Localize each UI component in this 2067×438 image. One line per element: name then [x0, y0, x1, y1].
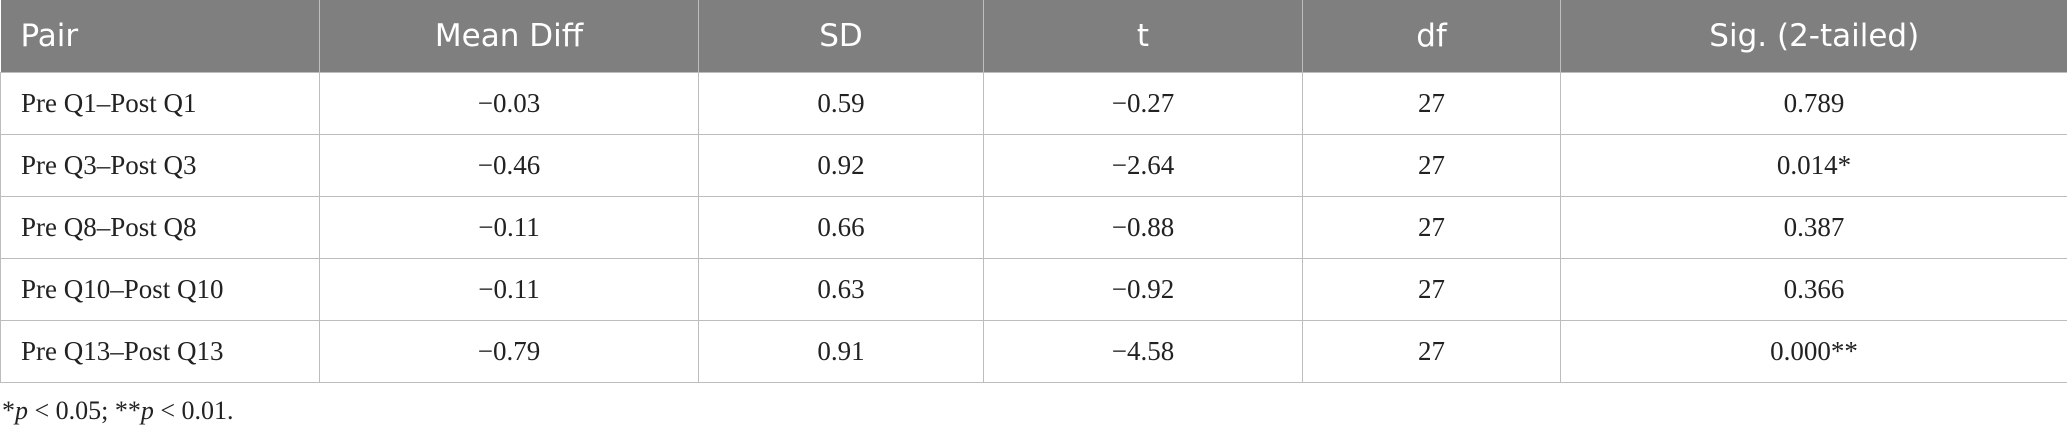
table-cell: −0.03: [319, 72, 699, 135]
table-cell: 27: [1302, 72, 1561, 135]
table-body: Pre Q1–Post Q1 −0.03 0.59 −0.27 27 0.789 Pre Q…: [0, 72, 2067, 383]
table-cell: Pre Q10–Post Q10: [0, 258, 320, 321]
table-cell: −0.79: [319, 320, 699, 383]
table-cell: 0.789: [1560, 72, 2067, 135]
results-table: Pair Mean Diff SD t df Sig. (2-tailed) Pre Q1…: [0, 0, 2067, 383]
table-cell: 0.92: [698, 134, 984, 197]
column-header: df: [1302, 0, 1561, 73]
table-cell: −0.88: [983, 196, 1303, 259]
footnote: *p < 0.05; **p < 0.01.: [2, 396, 234, 426]
table-cell: 0.014*: [1560, 134, 2067, 197]
table-cell: −2.64: [983, 134, 1303, 197]
table-row: Pre Q13–Post Q13 −0.79 0.91 −4.58 27 0.000**: [0, 320, 2067, 383]
table-cell: −0.46: [319, 134, 699, 197]
column-header: Pair: [0, 0, 320, 73]
footnote-part: p: [15, 396, 28, 425]
table-cell: Pre Q8–Post Q8: [0, 196, 320, 259]
table-cell: 27: [1302, 196, 1561, 259]
table-cell: Pre Q3–Post Q3: [0, 134, 320, 197]
table-cell: −0.11: [319, 258, 699, 321]
table-row: Pre Q3–Post Q3 −0.46 0.92 −2.64 27 0.014*: [0, 134, 2067, 197]
footnote-part: < 0.05; **: [28, 396, 141, 425]
column-header: t: [983, 0, 1303, 73]
table-cell: 0.387: [1560, 196, 2067, 259]
footnote-part: p: [140, 396, 154, 425]
table-row: Pre Q1–Post Q1 −0.03 0.59 −0.27 27 0.789: [0, 72, 2067, 135]
table-cell: 27: [1302, 258, 1561, 321]
column-header: Sig. (2-tailed): [1560, 0, 2067, 73]
footnote-part: *: [2, 396, 15, 425]
table-cell: 0.63: [698, 258, 984, 321]
table-cell: Pre Q1–Post Q1: [0, 72, 320, 135]
table-cell: −0.27: [983, 72, 1303, 135]
column-header: Mean Diff: [319, 0, 699, 73]
table-row: Pre Q8–Post Q8 −0.11 0.66 −0.88 27 0.387: [0, 196, 2067, 259]
table-cell: −0.11: [319, 196, 699, 259]
table-cell: −4.58: [983, 320, 1303, 383]
column-header: SD: [698, 0, 984, 73]
table-cell: 0.91: [698, 320, 984, 383]
table-cell: 27: [1302, 320, 1561, 383]
table-row: Pre Q10–Post Q10 −0.11 0.63 −0.92 27 0.366: [0, 258, 2067, 321]
header-row: Pair Mean Diff SD t df Sig. (2-tailed): [0, 0, 2067, 73]
footnote-part: < 0.01.: [153, 396, 234, 425]
table-cell: 0.366: [1560, 258, 2067, 321]
table-cell: 27: [1302, 134, 1561, 197]
table-cell: −0.92: [983, 258, 1303, 321]
table-cell: Pre Q13–Post Q13: [0, 320, 320, 383]
table-cell: 0.000**: [1560, 320, 2067, 383]
table-cell: 0.66: [698, 196, 984, 259]
table-cell: 0.59: [698, 72, 984, 135]
